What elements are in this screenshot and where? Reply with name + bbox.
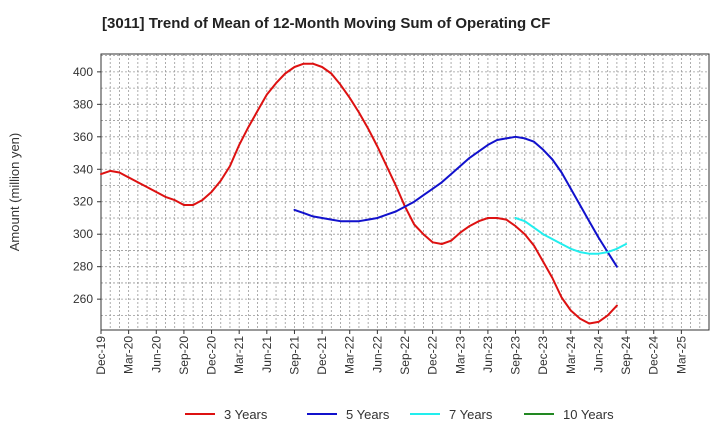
chart-title: [3011] Trend of Mean of 12-Month Moving … — [102, 15, 551, 32]
x-tick-label: Dec-24 — [647, 336, 661, 375]
x-tick-label: Mar-25 — [674, 336, 688, 374]
x-tick-label: Jun-22 — [370, 336, 384, 373]
y-tick-label: 300 — [73, 227, 93, 241]
y-axis: 260 280 300 320 340 360 380 400 — [73, 65, 101, 306]
x-tick-label: Sep-21 — [287, 336, 301, 375]
y-tick-label: 340 — [73, 162, 93, 176]
grid — [101, 54, 709, 330]
y-axis-title: Amount (million yen) — [7, 133, 22, 252]
y-tick-label: 260 — [73, 292, 93, 306]
series-layer — [100, 62, 628, 325]
y-tick-label: 320 — [73, 195, 93, 209]
x-tick-label: Jun-23 — [481, 336, 495, 373]
x-tick-label: Dec-20 — [205, 336, 219, 375]
legend-label: 3 Years — [224, 407, 268, 422]
y-tick-label: 400 — [73, 65, 93, 79]
x-tick-label: Mar-20 — [122, 336, 136, 374]
x-tick-label: Sep-20 — [177, 336, 191, 375]
x-tick-label: Dec-19 — [94, 336, 108, 375]
x-tick-label: Dec-23 — [536, 336, 550, 375]
x-tick-label: Mar-22 — [343, 336, 357, 374]
legend: 3 Years 5 Years 7 Years 10 Years — [185, 407, 614, 422]
x-tick-label: Jun-21 — [260, 336, 274, 373]
x-tick-label: Dec-22 — [426, 336, 440, 375]
x-tick-label: Mar-21 — [232, 336, 246, 374]
y-tick-label: 360 — [73, 130, 93, 144]
series-line-3-years — [100, 62, 618, 325]
y-tick-label: 380 — [73, 97, 93, 111]
y-tick-label: 280 — [73, 260, 93, 274]
x-tick-label: Dec-21 — [315, 336, 329, 375]
legend-label: 5 Years — [346, 407, 390, 422]
x-axis: Dec-19 Mar-20 Jun-20 Sep-20 Dec-20 Mar-21 Jun-… — [94, 330, 688, 375]
series-line-7-years — [514, 217, 628, 255]
x-tick-label: Mar-24 — [564, 336, 578, 374]
x-tick-label: Jun-24 — [591, 336, 605, 373]
legend-label: 7 Years — [449, 407, 493, 422]
series-line-5-years — [293, 135, 618, 268]
x-tick-label: Sep-22 — [398, 336, 412, 375]
x-tick-label: Sep-23 — [509, 336, 523, 375]
x-tick-label: Mar-23 — [453, 336, 467, 374]
x-tick-label: Sep-24 — [619, 336, 633, 375]
x-tick-label: Jun-20 — [149, 336, 163, 373]
legend-label: 10 Years — [563, 407, 614, 422]
